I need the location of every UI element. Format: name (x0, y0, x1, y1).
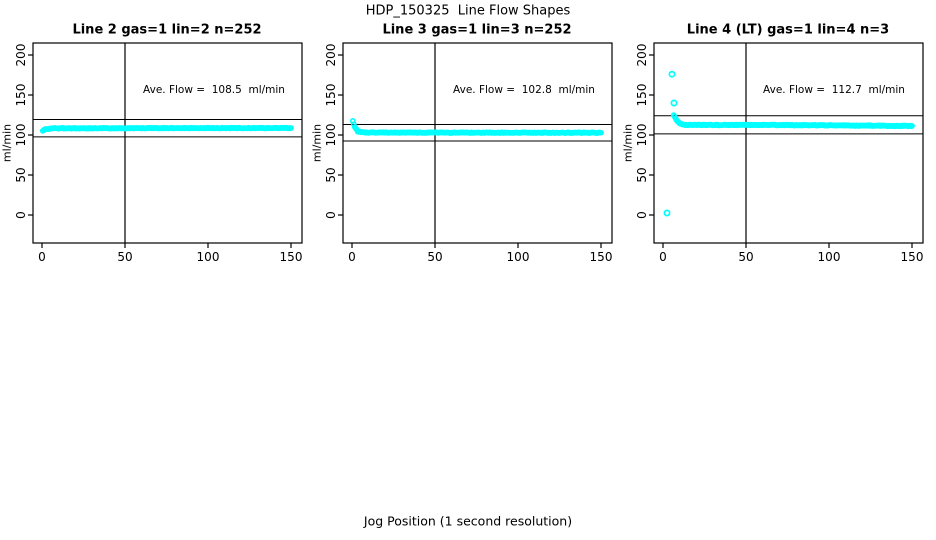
y-tick-label: 0 (635, 211, 649, 219)
y-tick-label: 200 (635, 43, 649, 67)
panel-1-ave-flow-annotation: Ave. Flow = 108.5 ml/min (143, 84, 285, 96)
panel-2-ave-flow-annotation: Ave. Flow = 102.8 ml/min (453, 84, 595, 96)
y-tick-label: 0 (14, 211, 28, 219)
panel-1-title: Line 2 gas=1 lin=2 n=252 (72, 22, 262, 38)
y-tick-label: 0 (324, 211, 338, 219)
panel-3-y-axis-label: ml/min (621, 123, 635, 163)
y-tick-label: 50 (14, 167, 28, 183)
panel-2-title: Line 3 gas=1 lin=3 n=252 (382, 22, 572, 38)
y-tick-label: 100 (324, 123, 338, 147)
data-point (598, 129, 604, 136)
data-point (350, 121, 357, 128)
x-tick-label: 150 (589, 250, 613, 264)
y-tick-label: 200 (14, 43, 28, 67)
x-tick-label: 100 (817, 250, 841, 264)
x-tick-label: 50 (117, 250, 133, 264)
y-tick-label: 50 (635, 167, 649, 183)
panel-2-y-axis-label: ml/min (310, 123, 324, 163)
x-tick-label: 50 (738, 250, 754, 264)
y-tick-label: 100 (635, 123, 649, 147)
plot-frame (342, 42, 613, 244)
y-tick-label: 200 (324, 43, 338, 67)
x-tick-label: 150 (900, 250, 924, 264)
x-tick-label: 100 (506, 250, 530, 264)
y-tick-label: 150 (324, 83, 338, 107)
x-tick-label: 100 (196, 250, 220, 264)
data-point (909, 122, 915, 129)
x-tick-label: 0 (659, 250, 667, 264)
x-tick-label: 0 (348, 250, 356, 264)
y-tick-label: 50 (324, 167, 338, 183)
outlier-data-point (668, 70, 676, 78)
panel-3-ave-flow-annotation: Ave. Flow = 112.7 ml/min (763, 84, 905, 96)
panel-1-y-axis-label: ml/min (0, 123, 14, 163)
panel-3-title: Line 4 (LT) gas=1 lin=4 n=3 (686, 22, 890, 38)
y-tick-label: 150 (635, 83, 649, 107)
y-tick-label: 150 (14, 83, 28, 107)
outlier-data-point (663, 209, 671, 217)
x-tick-label: 50 (427, 250, 443, 264)
figure-title: HDP_150325 Line Flow Shapes (365, 3, 571, 19)
data-point (288, 125, 294, 131)
x-tick-label: 150 (279, 250, 303, 264)
plot-frame (32, 42, 303, 244)
y-tick-label: 100 (14, 123, 28, 147)
outlier-data-point (670, 99, 678, 107)
x-axis-label: Jog Position (1 second resolution) (363, 513, 573, 529)
plot-frame (653, 42, 924, 244)
x-tick-label: 0 (38, 250, 46, 264)
